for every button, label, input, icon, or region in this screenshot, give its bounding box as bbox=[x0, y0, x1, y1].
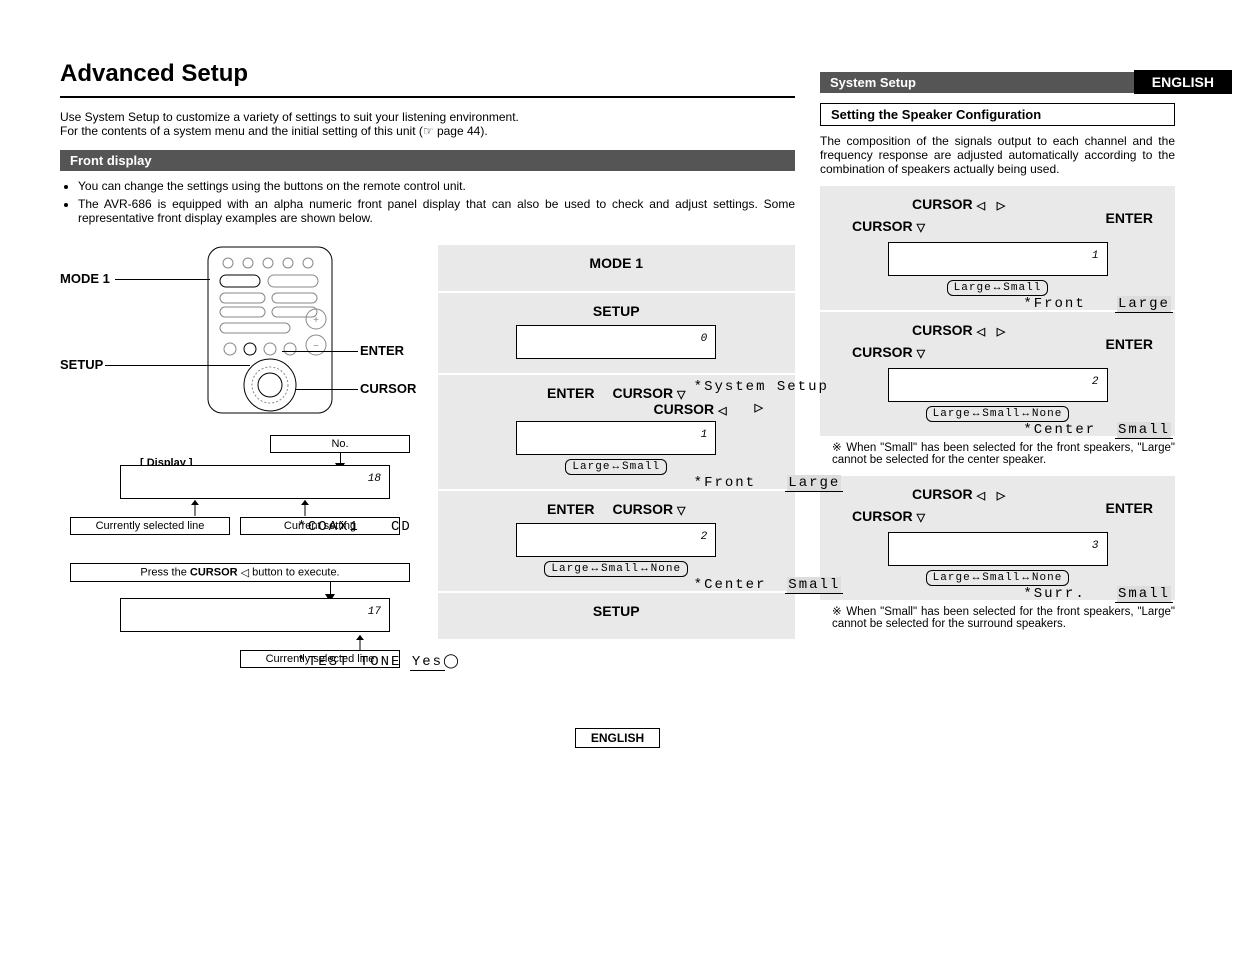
remote-diagram: + − MODE 1 SETUP bbox=[60, 245, 418, 415]
rflow3-enter: ENTER bbox=[1106, 500, 1153, 516]
lcd-front-left: 1 *Front Large bbox=[516, 421, 716, 455]
rflow3-cursor-d: CURSOR bbox=[852, 508, 913, 524]
lcd-system-setup: 0 *System Setup bbox=[516, 325, 716, 359]
rflow3-cursor-lr: CURSOR bbox=[912, 486, 973, 502]
lcd-center-val-l: Small bbox=[787, 577, 841, 593]
speaker-config-header: Setting the Speaker Configuration bbox=[820, 103, 1175, 126]
lcd1-text: *COAX1 CD bbox=[297, 519, 411, 535]
title-rule bbox=[60, 96, 795, 98]
lcd-surr-val-r: Small bbox=[1117, 586, 1171, 602]
lcd-front-val-r: Large bbox=[1117, 296, 1171, 312]
lcd-front-idx-l: 1 bbox=[701, 424, 708, 446]
flow-setup: SETUP 0 *System Setup bbox=[438, 293, 796, 373]
lcd-center-idx-l: 2 bbox=[701, 526, 708, 548]
press-cursor-box: Press the CURSOR ◁ button to execute. bbox=[70, 563, 410, 582]
lcd-ss-text: *System Setup bbox=[694, 379, 829, 395]
bullet-1: You can change the settings using the bu… bbox=[78, 179, 795, 193]
rflow2-cursor-lr: CURSOR bbox=[912, 322, 973, 338]
lcd-center-val-r: Small bbox=[1117, 422, 1171, 438]
lcd-center-idx-r: 2 bbox=[1092, 371, 1099, 393]
language-tab: ENGLISH bbox=[1134, 70, 1232, 94]
lcd-center-left: 2 *Center Small bbox=[516, 523, 716, 557]
lcd-surr-idx-r: 3 bbox=[1092, 535, 1099, 557]
no-box: No. bbox=[270, 435, 410, 453]
lcd1-idx: 18 bbox=[368, 468, 381, 490]
rflow1-enter: ENTER bbox=[1106, 210, 1153, 226]
rflow-1: CURSOR ◁ ▷ ENTER CURSOR ▽ 1 *Front Large… bbox=[820, 186, 1175, 310]
lcd-ss-idx: 0 bbox=[701, 328, 708, 350]
display-example-2: Press the CURSOR ◁ button to execute. 17… bbox=[60, 563, 418, 668]
label-setup: SETUP bbox=[60, 357, 103, 372]
flow-mode1: MODE 1 bbox=[438, 245, 796, 291]
flow-setup-label: SETUP bbox=[450, 303, 784, 319]
note2-text: When "Small" has been selected for the f… bbox=[832, 606, 1175, 630]
right-column: System Setup Setting the Speaker Configu… bbox=[820, 60, 1175, 668]
flow-mode1-label: MODE 1 bbox=[450, 255, 784, 271]
lcd-2: 17 *TEST TONE Yes◯ bbox=[120, 598, 390, 632]
front-display-header: Front display bbox=[60, 150, 795, 171]
left-column: Advanced Setup Use System Setup to custo… bbox=[60, 60, 795, 668]
intro-2b: page 44). bbox=[434, 124, 488, 138]
rflow2-cursor-d: CURSOR bbox=[852, 344, 913, 360]
rflow1-cursor-lr: CURSOR bbox=[912, 196, 973, 212]
label-enter: ENTER bbox=[360, 343, 404, 358]
rflow2-enter: ENTER bbox=[1106, 336, 1153, 352]
lcd-front-idx-r: 1 bbox=[1092, 245, 1099, 267]
note1-text: When "Small" has been selected for the f… bbox=[832, 442, 1175, 466]
rflow-2: CURSOR ◁ ▷ ENTER CURSOR ▽ 2 *Center Smal… bbox=[820, 312, 1175, 436]
footer-language: ENGLISH bbox=[575, 728, 660, 748]
lcd-1: 18 *COAX1 CD bbox=[120, 465, 390, 499]
press-post: button to execute. bbox=[249, 566, 340, 578]
lcd-surr-right: 3 *Surr. Small bbox=[888, 532, 1108, 566]
remote-column: + − MODE 1 SETUP bbox=[60, 245, 418, 668]
label-mode1: MODE 1 bbox=[60, 271, 110, 286]
label-cursor: CURSOR bbox=[360, 381, 416, 396]
intro-line-1: Use System Setup to customize a variety … bbox=[60, 110, 795, 124]
note-1: ※ When "Small" has been selected for the… bbox=[832, 440, 1175, 466]
system-setup-header: System Setup bbox=[820, 72, 1175, 93]
lcd-front-right: 1 *Front Large bbox=[888, 242, 1108, 276]
speaker-config-text: The composition of the signals output to… bbox=[820, 134, 1175, 176]
page-title: Advanced Setup bbox=[60, 60, 795, 88]
note-2: ※ When "Small" has been selected for the… bbox=[832, 604, 1175, 630]
lcd-center-right: 2 *Center Small bbox=[888, 368, 1108, 402]
intro-2a: For the contents of a system menu and th… bbox=[60, 124, 423, 138]
rflow1-cursor-d: CURSOR bbox=[852, 218, 913, 234]
lcd2-idx: 17 bbox=[368, 601, 381, 623]
bullet-2: The AVR-686 is equipped with an alpha nu… bbox=[78, 197, 795, 225]
intro-line-2: For the contents of a system menu and th… bbox=[60, 124, 795, 138]
press-cursor-word: CURSOR bbox=[190, 566, 238, 578]
rflow-3: CURSOR ◁ ▷ ENTER CURSOR ▽ 3 *Surr. Small… bbox=[820, 476, 1175, 600]
svg-text:+: + bbox=[313, 315, 319, 326]
bullet-list: You can change the settings using the bu… bbox=[60, 179, 795, 225]
flow-column-left: MODE 1 SETUP 0 *System Setup bbox=[438, 245, 796, 668]
display-example-1: No. [ Display ] 18 *COAX1 CD bbox=[60, 435, 418, 535]
press-pre: Press the bbox=[140, 566, 190, 578]
